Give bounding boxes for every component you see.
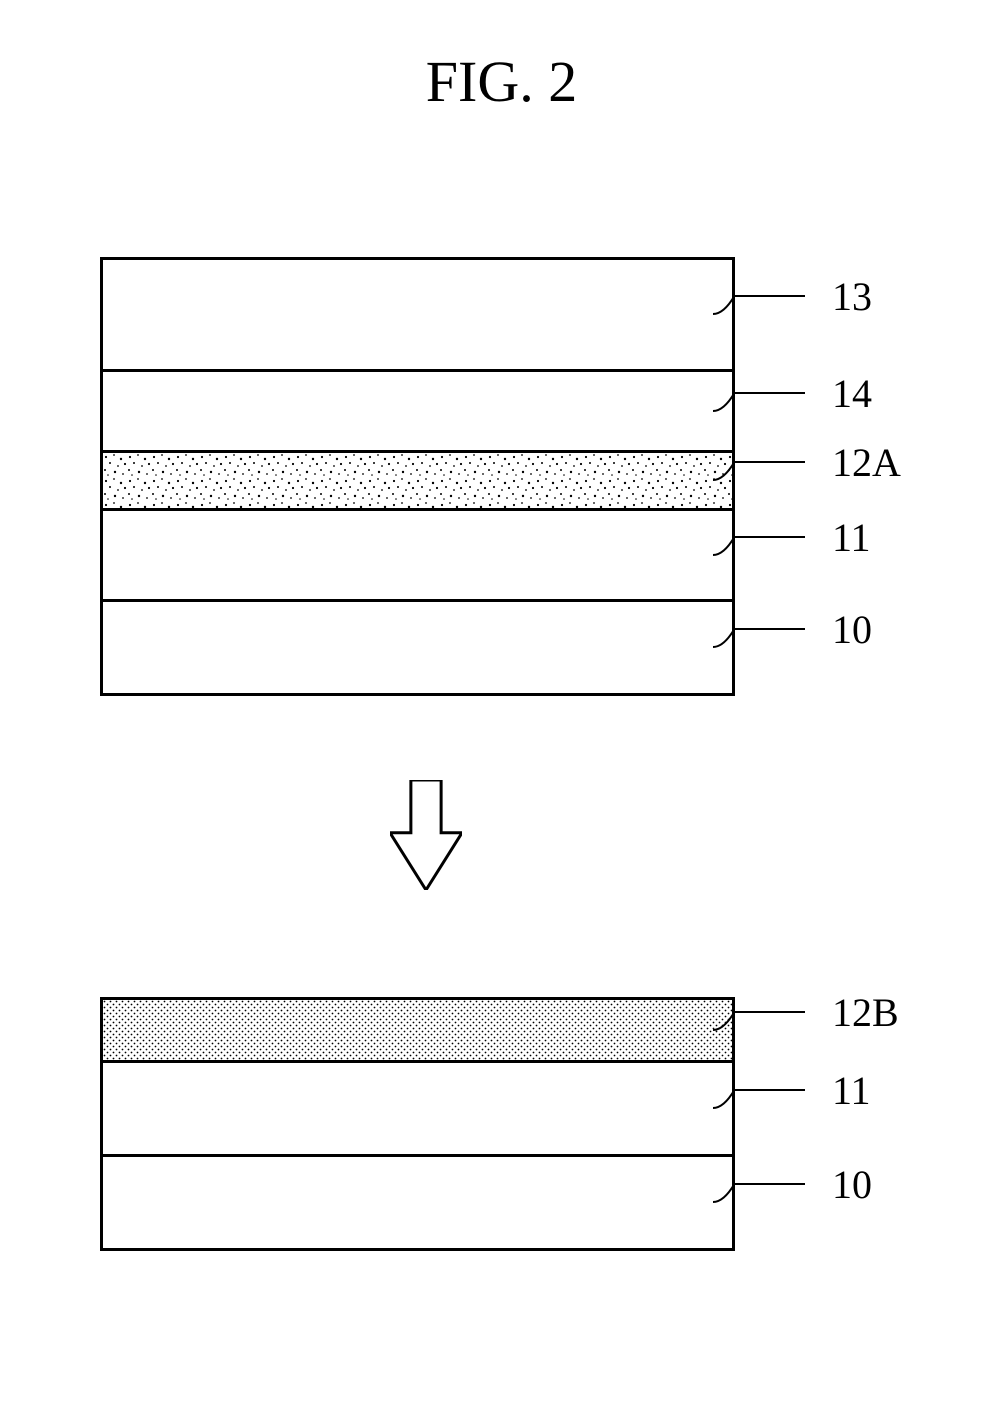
layer-label-10: 10 (832, 1161, 872, 1208)
leader-line-10 (735, 1183, 805, 1185)
layer-label-11: 11 (832, 1067, 871, 1114)
leader-curve-12B (713, 1011, 735, 1036)
layer-stack (100, 257, 735, 696)
layer-11 (103, 1063, 732, 1157)
process-arrow-icon (390, 780, 462, 890)
layer-stack-a: 13 14 12A 11 10 (0, 257, 1003, 693)
leader-curve-13 (713, 295, 735, 320)
layer-14 (103, 372, 732, 453)
figure-title-text: FIG. 2 (426, 49, 577, 114)
leader-line-12B (735, 1011, 805, 1013)
layer-10 (103, 1157, 732, 1251)
layer-label-13: 13 (832, 273, 872, 320)
layer-label-10: 10 (832, 606, 872, 653)
leader-curve-10 (713, 628, 735, 653)
layer-stack (100, 997, 735, 1251)
layer-stack-b: 12B1110 (0, 997, 1003, 1248)
layer-label-12B: 12B (832, 989, 899, 1036)
layer-12A (103, 453, 732, 511)
leader-curve-14 (713, 392, 735, 417)
layer-11 (103, 511, 732, 602)
leader-line-12A (735, 461, 805, 463)
leader-line-10 (735, 628, 805, 630)
figure-title: FIG. 2 (0, 48, 1003, 115)
layer-label-11: 11 (832, 514, 871, 561)
leader-curve-10 (713, 1183, 735, 1208)
layer-label-12A: 12A (832, 439, 901, 486)
layer-10 (103, 602, 732, 696)
leader-line-14 (735, 392, 805, 394)
layer-13 (103, 260, 732, 372)
leader-curve-12A (713, 461, 735, 486)
layer-12B (103, 1000, 732, 1063)
leader-line-13 (735, 295, 805, 297)
leader-line-11 (735, 1089, 805, 1091)
leader-line-11 (735, 536, 805, 538)
leader-curve-11 (713, 536, 735, 561)
leader-curve-11 (713, 1089, 735, 1114)
layer-label-14: 14 (832, 370, 872, 417)
